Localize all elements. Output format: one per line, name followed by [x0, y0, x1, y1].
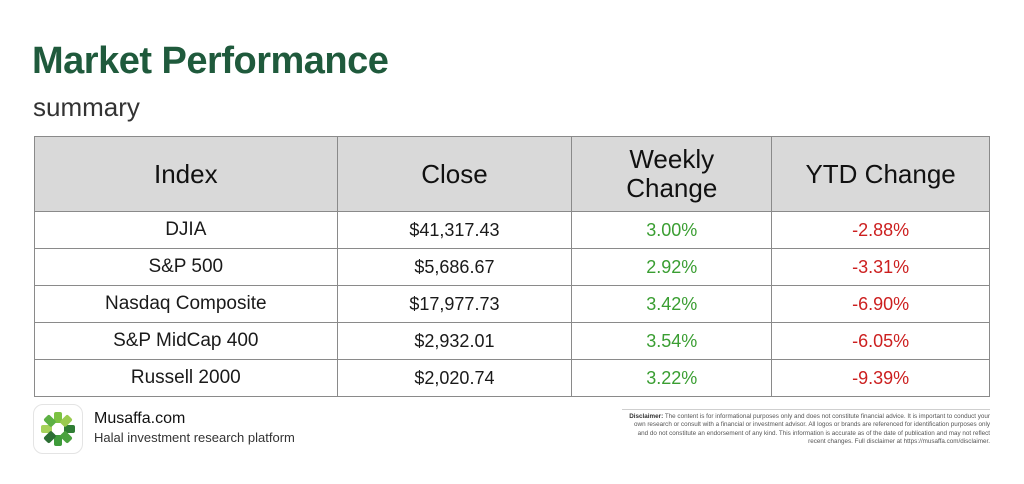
cell-index: S&P MidCap 400: [34, 322, 338, 360]
cell-close: $17,977.73: [336, 285, 573, 323]
cell-index: Russell 2000: [34, 359, 338, 397]
column-header-weekly-change: Weekly Change: [571, 136, 773, 212]
cell-ytd-change: -2.88%: [771, 211, 990, 249]
cell-close: $41,317.43: [336, 211, 573, 249]
table-row: S&P MidCap 400 $2,932.01 3.54% -6.05%: [34, 322, 990, 360]
brand-tagline: Halal investment research platform: [94, 430, 295, 445]
cell-weekly-change: 3.22%: [571, 359, 773, 397]
cell-close: $2,020.74: [336, 359, 573, 397]
musaffa-flower-icon: [33, 404, 83, 454]
cell-weekly-change: 2.92%: [571, 248, 773, 286]
cell-ytd-change: -3.31%: [771, 248, 990, 286]
column-header-ytd-change: YTD Change: [771, 136, 990, 212]
cell-index: S&P 500: [34, 248, 338, 286]
column-header-close: Close: [336, 136, 573, 212]
cell-weekly-change: 3.42%: [571, 285, 773, 323]
cell-ytd-change: -6.90%: [771, 285, 990, 323]
table-row: S&P 500 $5,686.67 2.92% -3.31%: [34, 248, 990, 286]
page-subtitle: summary: [33, 92, 140, 122]
musaffa-flower-icon-graphic: [41, 412, 75, 446]
table-row: Russell 2000 $2,020.74 3.22% -9.39%: [34, 359, 990, 397]
page-title: Market Performance: [32, 40, 389, 82]
cell-weekly-change: 3.00%: [571, 211, 773, 249]
table-row: DJIA $41,317.43 3.00% -2.88%: [34, 211, 990, 249]
cell-close: $2,932.01: [336, 322, 573, 360]
cell-index: Nasdaq Composite: [34, 285, 338, 323]
disclaimer: Disclaimer: The content is for informati…: [622, 409, 990, 447]
column-header-index: Index: [34, 136, 338, 212]
cell-ytd-change: -6.05%: [771, 322, 990, 360]
table-header-row: Index Close Weekly Change YTD Change: [34, 136, 990, 212]
brand-name: Musaffa.com: [94, 410, 186, 427]
market-performance-table: Index Close Weekly Change YTD Change DJI…: [34, 136, 990, 397]
disclaimer-label: Disclaimer:: [629, 413, 664, 420]
disclaimer-text: The content is for informational purpose…: [634, 413, 990, 446]
cell-weekly-change: 3.54%: [571, 322, 773, 360]
cell-ytd-change: -9.39%: [771, 359, 990, 397]
cell-close: $5,686.67: [336, 248, 573, 286]
table-row: Nasdaq Composite $17,977.73 3.42% -6.90%: [34, 285, 990, 323]
cell-index: DJIA: [34, 211, 338, 249]
